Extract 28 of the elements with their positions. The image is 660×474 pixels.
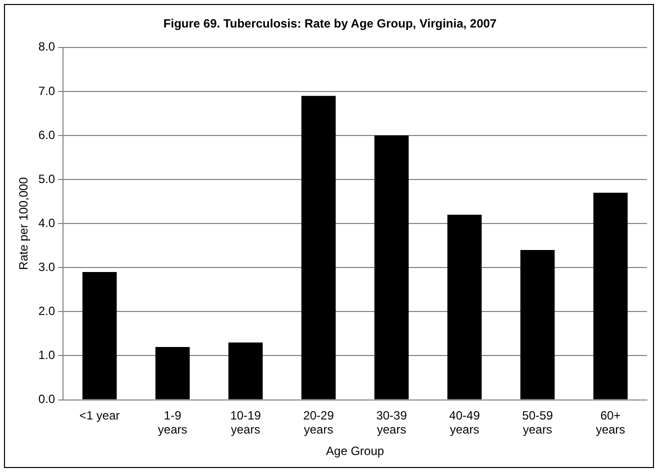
x-tick-label: 1-9 years [158, 408, 188, 437]
y-tick-label: 3.0 [38, 260, 56, 274]
chart-title: Figure 69. Tuberculosis: Rate by Age Group, Virginia, 2007 [163, 16, 497, 31]
x-tick-label: 10-19 years [230, 408, 262, 437]
x-tick-label: 60+ years [596, 408, 626, 437]
bar [82, 272, 117, 400]
y-tick-label: 6.0 [38, 128, 56, 142]
y-tick-label: 7.0 [38, 84, 56, 98]
bar [155, 346, 190, 400]
bar [228, 342, 263, 400]
y-tick-label: 0.0 [38, 392, 56, 406]
bar [374, 136, 409, 400]
bar [301, 96, 336, 400]
x-tick-label: 50-59 years [522, 408, 554, 437]
bar [593, 192, 628, 400]
x-tick-label: 20-29 years [303, 408, 334, 437]
x-tick-label: <1 year [79, 408, 120, 422]
y-tick-label: 5.0 [38, 172, 56, 186]
y-axis-title: Rate per 100,000 [16, 176, 31, 270]
bar [447, 214, 482, 400]
y-tick-label: 1.0 [38, 348, 56, 362]
y-tick-label: 8.0 [38, 40, 56, 54]
x-tick-label: 40-49 years [449, 408, 480, 437]
x-axis-title: Age Group [326, 444, 384, 458]
x-tick-label: 30-39 years [376, 408, 408, 437]
y-tick-label: 2.0 [38, 304, 56, 318]
bar [520, 250, 555, 400]
y-tick-label: 4.0 [38, 216, 56, 230]
